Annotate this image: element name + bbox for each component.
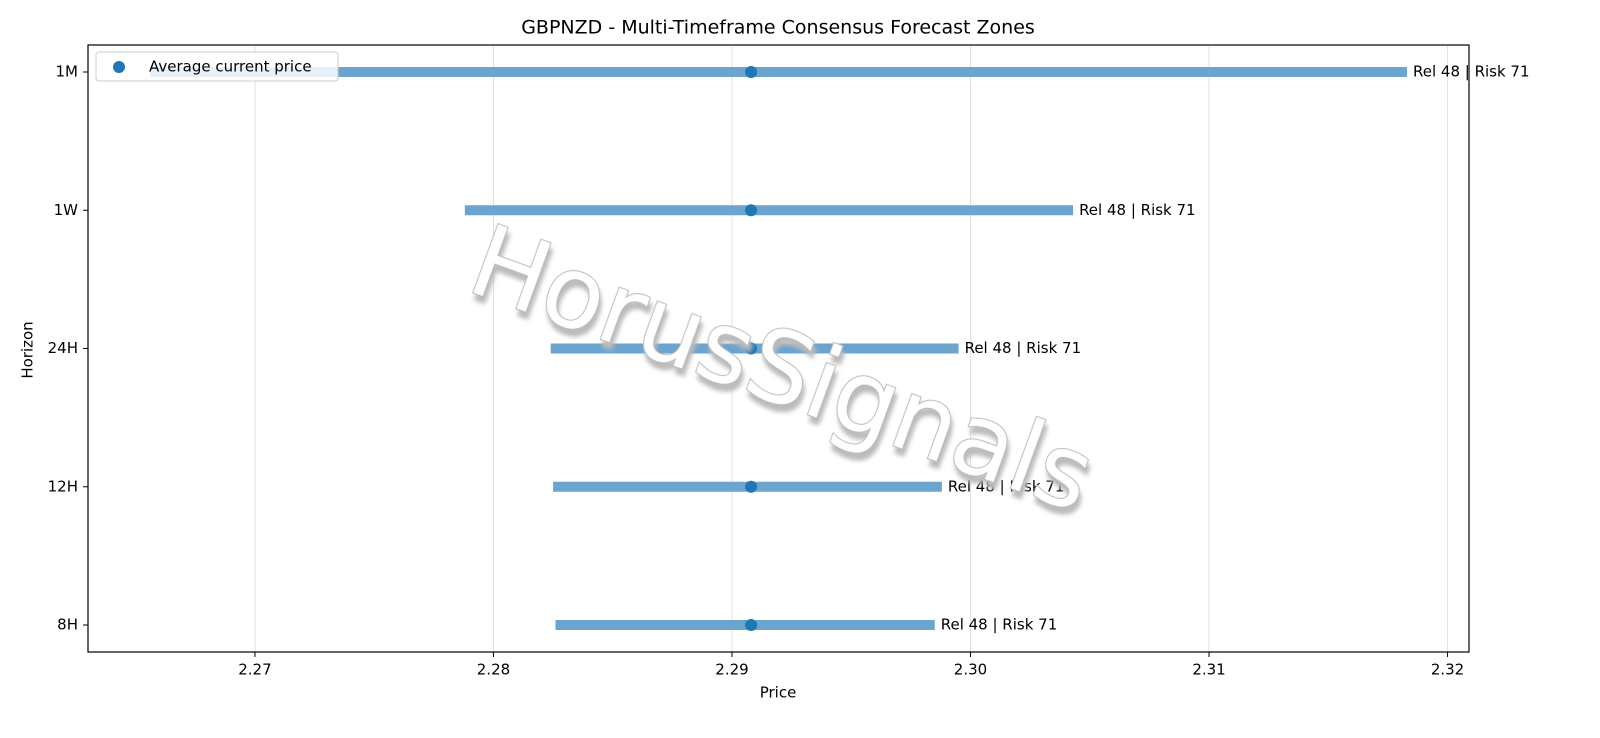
current-price-marker — [745, 66, 758, 78]
legend-marker — [113, 61, 125, 73]
zone-annotation: Rel 48 | Risk 71 — [965, 339, 1082, 357]
grid: 2.27 2.28 2.29 2.30 2.31 2.32 1M 1W 24H 12H 8H — [48, 45, 1464, 679]
chart-title: GBPNZD - Multi-Timeframe Consensus Forec… — [521, 17, 1035, 39]
y-axis-label: Horizon — [19, 321, 37, 378]
legend: Average current price — [95, 51, 339, 82]
range-bar — [150, 67, 1407, 77]
y-tick-label: 1M — [56, 63, 79, 81]
current-price-marker — [745, 342, 758, 355]
x-axis-label: Price — [760, 684, 797, 702]
axes-frame — [87, 44, 1470, 653]
zone-annotation: Rel 48 | Risk 71 — [941, 616, 1058, 634]
x-tick-label: 2.29 — [715, 661, 748, 679]
range-bar — [464, 205, 1074, 216]
plot-area: Rel 48 | Risk 71 Rel 48 | Risk 71 Rel 48 |… — [150, 63, 1530, 634]
zone-annotation: Rel 48 | Risk 71 — [1079, 201, 1196, 219]
y-tick-label: 8H — [57, 616, 78, 634]
current-price-marker — [745, 204, 758, 217]
y-tick-label: 1W — [54, 201, 79, 219]
legend-label: Average current price — [149, 58, 312, 76]
x-tick-label: 2.27 — [238, 661, 271, 679]
x-tick-label: 2.30 — [954, 661, 987, 679]
x-tick-label: 2.28 — [477, 661, 510, 679]
current-price-marker — [745, 619, 758, 631]
y-tick-label: 24H — [48, 339, 78, 357]
x-tick-label: 2.31 — [1192, 661, 1225, 679]
legend-box — [95, 51, 339, 82]
y-tick-label: 12H — [48, 477, 78, 495]
zone-annotation: Rel 48 | Risk 71 — [948, 477, 1065, 495]
zone-annotation: Rel 48 | Risk 71 — [1413, 63, 1530, 81]
current-price-marker — [745, 480, 758, 493]
x-tick-label: 2.32 — [1431, 661, 1464, 679]
